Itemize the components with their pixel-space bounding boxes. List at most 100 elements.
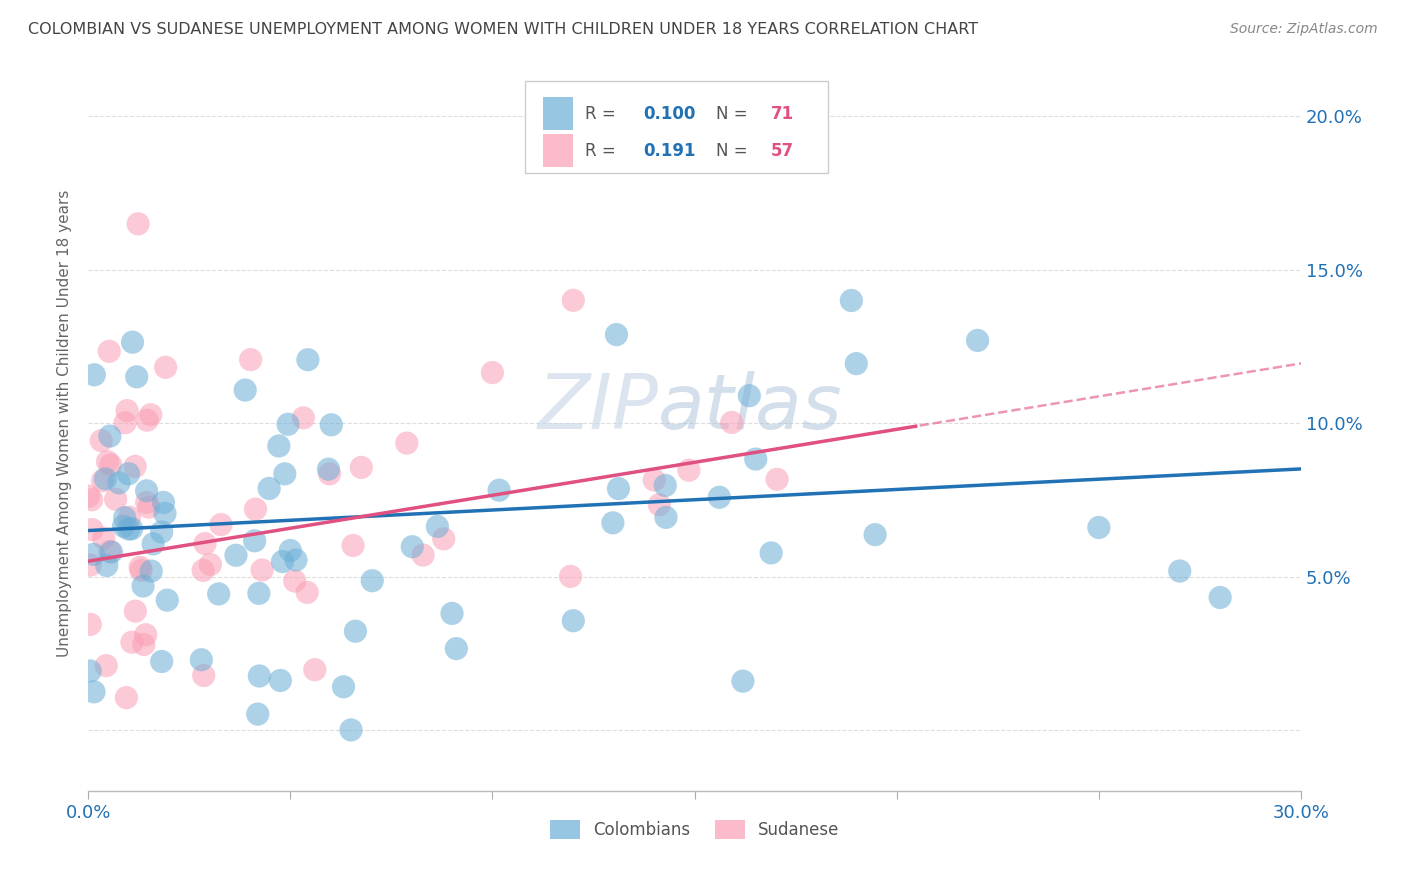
Point xyxy=(401,540,423,554)
Point xyxy=(966,334,988,348)
Point xyxy=(395,436,418,450)
Point xyxy=(98,429,121,443)
Point xyxy=(562,293,585,308)
Point xyxy=(124,459,146,474)
Point xyxy=(277,417,299,432)
Point xyxy=(350,460,373,475)
Point xyxy=(98,544,121,558)
Point xyxy=(80,492,103,507)
Text: ZIP: ZIP xyxy=(537,371,658,445)
Point xyxy=(246,707,269,722)
Point xyxy=(654,478,676,492)
Point xyxy=(121,635,143,649)
Point xyxy=(247,586,270,600)
Point xyxy=(129,560,152,574)
Point xyxy=(562,614,585,628)
Point xyxy=(104,492,127,507)
Point xyxy=(250,563,273,577)
Point xyxy=(318,462,340,476)
Legend: Colombians, Sudanese: Colombians, Sudanese xyxy=(543,813,846,846)
Point xyxy=(284,574,307,588)
Point xyxy=(118,522,141,536)
Point xyxy=(156,593,179,607)
Point xyxy=(602,516,624,530)
Point xyxy=(295,585,318,599)
Point xyxy=(150,524,173,539)
Point xyxy=(560,569,582,583)
Point xyxy=(209,517,232,532)
Point xyxy=(135,483,157,498)
Text: 57: 57 xyxy=(770,142,794,160)
Point xyxy=(340,723,363,737)
Text: Source: ZipAtlas.com: Source: ZipAtlas.com xyxy=(1230,22,1378,37)
Point xyxy=(292,410,315,425)
Point xyxy=(863,527,886,541)
Text: R =: R = xyxy=(585,142,621,160)
Point xyxy=(132,579,155,593)
Point xyxy=(304,663,326,677)
Point xyxy=(121,522,143,536)
Point xyxy=(412,548,434,562)
Point xyxy=(115,690,138,705)
Point xyxy=(150,655,173,669)
Point xyxy=(1209,591,1232,605)
Point xyxy=(488,483,510,498)
Point xyxy=(433,532,456,546)
Point xyxy=(332,680,354,694)
Point xyxy=(342,539,364,553)
Point xyxy=(93,531,115,545)
Point xyxy=(153,507,176,521)
Point xyxy=(139,408,162,422)
Point xyxy=(90,434,112,448)
Point xyxy=(1168,564,1191,578)
Point xyxy=(155,360,177,375)
Point xyxy=(152,495,174,509)
Text: N =: N = xyxy=(717,142,754,160)
Point xyxy=(274,467,297,481)
Point xyxy=(247,669,270,683)
Point xyxy=(193,668,215,682)
Point xyxy=(257,482,280,496)
Point xyxy=(233,383,256,397)
Point xyxy=(136,413,159,427)
Point xyxy=(426,519,449,533)
Point xyxy=(1088,520,1111,534)
Text: 0.100: 0.100 xyxy=(644,105,696,123)
Point xyxy=(96,455,118,469)
Point xyxy=(839,293,862,308)
Text: COLOMBIAN VS SUDANESE UNEMPLOYMENT AMONG WOMEN WITH CHILDREN UNDER 18 YEARS CORR: COLOMBIAN VS SUDANESE UNEMPLOYMENT AMONG… xyxy=(28,22,979,37)
Text: N =: N = xyxy=(717,105,754,123)
Point xyxy=(118,510,141,524)
Point xyxy=(127,217,149,231)
Point xyxy=(720,416,742,430)
Point xyxy=(98,344,121,359)
Point xyxy=(318,467,340,481)
Y-axis label: Unemployment Among Women with Children Under 18 years: Unemployment Among Women with Children U… xyxy=(58,189,72,657)
Point xyxy=(121,335,143,350)
Point xyxy=(655,510,678,524)
Point xyxy=(605,327,627,342)
Point xyxy=(79,664,101,678)
Point xyxy=(124,604,146,618)
Point xyxy=(191,563,214,577)
Point xyxy=(271,554,294,568)
Point xyxy=(114,416,136,430)
Point xyxy=(678,463,700,477)
Point xyxy=(100,545,122,559)
Point xyxy=(129,563,152,577)
Point xyxy=(114,510,136,524)
Bar xyxy=(543,134,574,167)
Point xyxy=(643,473,665,487)
Point xyxy=(79,558,101,573)
Point xyxy=(94,472,117,486)
Point xyxy=(190,653,212,667)
Point xyxy=(96,658,118,673)
Point xyxy=(759,546,782,560)
Point xyxy=(83,368,105,382)
Point xyxy=(200,558,222,572)
Point xyxy=(607,482,630,496)
Point xyxy=(745,452,768,467)
Point xyxy=(278,543,301,558)
Point xyxy=(100,458,122,472)
Point xyxy=(96,558,118,573)
